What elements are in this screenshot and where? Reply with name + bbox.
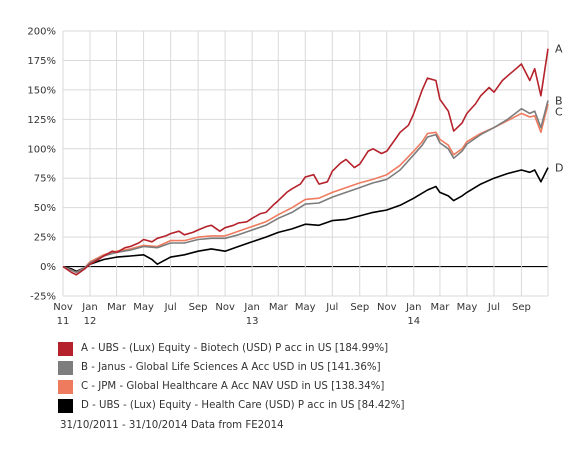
chart-grid (62, 30, 549, 297)
chart-series (62, 48, 549, 276)
y-tick-label: 150% (27, 85, 56, 96)
x-tick-label: Jul (325, 302, 338, 313)
line-chart: -25% 0% 25% 50% 75% 100% 125% 150% 175% 200% Nov 1… (27, 27, 563, 328)
x-tick-year-label: 14 (407, 316, 420, 327)
x-tick-label: Nov (53, 302, 73, 313)
x-tick-label: Mar (430, 302, 450, 313)
legend-item-d: D - UBS - (Lux) Equity - Health Care (US… (58, 396, 404, 415)
legend-label-a: A - UBS - (Lux) Equity - Biotech (USD) P… (81, 343, 389, 354)
end-label-c: C (555, 105, 563, 118)
legend-item-a: A - UBS - (Lux) Equity - Biotech (USD) P… (58, 339, 404, 358)
y-axis: -25% 0% 25% 50% 75% 100% 125% 150% 175% 200% (27, 27, 56, 303)
y-tick-label: -25% (30, 292, 56, 303)
chart-footnote: 31/10/2011 - 31/10/2014 Data from FE2014 (60, 420, 284, 431)
legend-swatch-d (58, 398, 73, 413)
x-tick-label: Mar (107, 302, 127, 313)
x-tick-year-label: 11 (57, 316, 70, 327)
x-tick-year-label: 13 (246, 316, 259, 327)
legend-label-d: D - UBS - (Lux) Equity - Health Care (US… (81, 400, 405, 411)
x-tick-label: Sep (512, 302, 531, 313)
x-tick-label: Sep (350, 302, 369, 313)
legend-swatch-c (58, 379, 73, 394)
legend-swatch-b (58, 360, 73, 375)
x-tick-label: May (457, 302, 478, 313)
x-tick-label: Mar (269, 302, 289, 313)
y-tick-label: 200% (27, 27, 56, 38)
end-label-a: A (555, 43, 563, 56)
x-tick-label: Jan (405, 302, 421, 313)
x-tick-label: May (133, 302, 154, 313)
series-line-a (62, 48, 549, 276)
y-tick-label: 0% (40, 262, 56, 273)
legend-label-c: C - JPM - Global Healthcare A Acc NAV US… (81, 381, 385, 392)
x-tick-label: Jan (81, 302, 97, 313)
series-line-c (62, 103, 549, 274)
legend-swatch-a (58, 341, 73, 356)
y-tick-label: 100% (27, 144, 56, 155)
y-tick-label: 75% (34, 174, 56, 185)
end-label-d: D (555, 162, 563, 175)
x-tick-label: Jul (164, 302, 177, 313)
legend-item-b: B - Janus - Global Life Sciences A Acc U… (58, 358, 404, 377)
series-line-d (62, 167, 549, 273)
legend-label-b: B - Janus - Global Life Sciences A Acc U… (81, 362, 381, 373)
end-label-b: B (555, 94, 563, 107)
x-tick-label: Jan (243, 302, 259, 313)
series-end-labels: A BC D (555, 43, 563, 175)
y-tick-label: 25% (34, 233, 56, 244)
x-axis: Nov 11 Jan 12 Mar May Jul Sep Nov Jan 13 Mar May Jul S… (53, 302, 531, 327)
y-tick-label: 50% (34, 203, 56, 214)
legend-item-c: C - JPM - Global Healthcare A Acc NAV US… (58, 377, 404, 396)
x-tick-label: Nov (215, 302, 235, 313)
x-tick-label: Sep (189, 302, 208, 313)
y-tick-label: 175% (27, 56, 56, 67)
series-line-b (62, 100, 549, 274)
chart-legend: A - UBS - (Lux) Equity - Biotech (USD) P… (58, 339, 404, 415)
y-tick-label: 125% (27, 115, 56, 126)
x-tick-label: Jul (487, 302, 500, 313)
x-tick-year-label: 12 (84, 316, 97, 327)
x-tick-label: Nov (377, 302, 397, 313)
x-tick-label: May (295, 302, 316, 313)
